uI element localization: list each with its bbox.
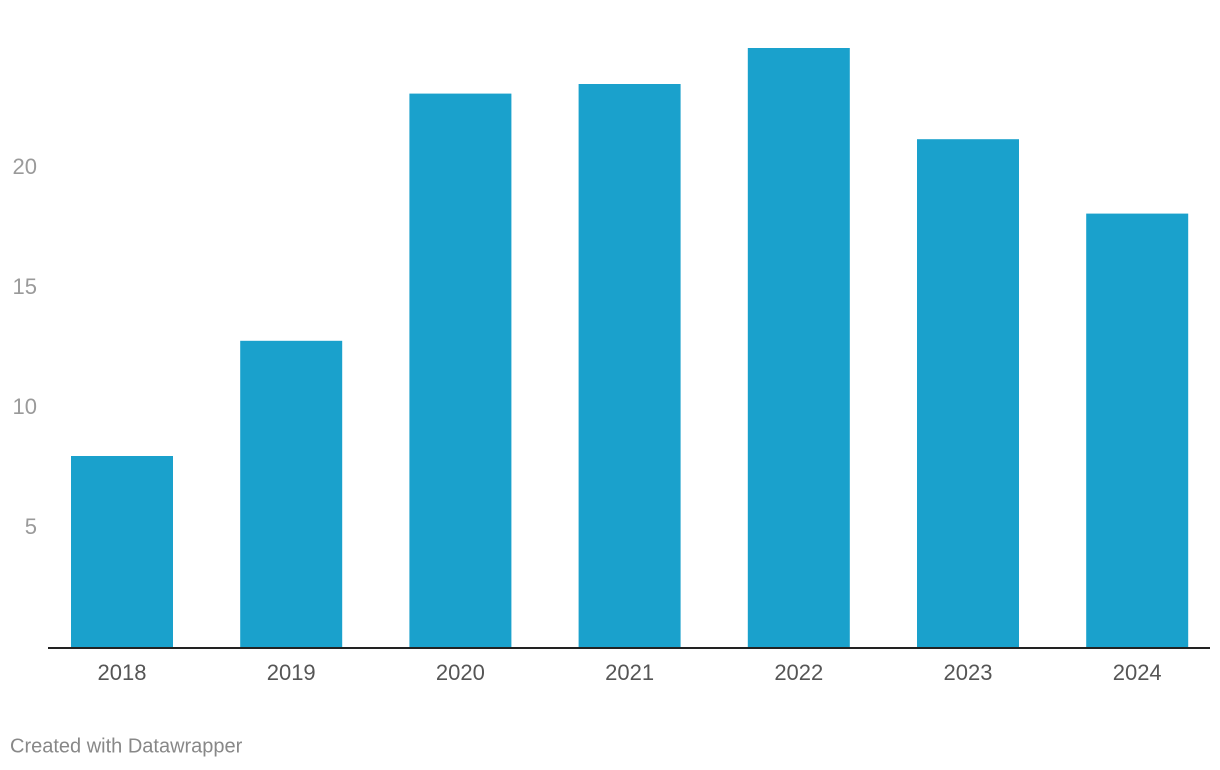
y-tick-label: 15 <box>13 274 37 299</box>
y-tick-label: 10 <box>13 394 37 419</box>
bar <box>578 84 681 648</box>
x-tick-label: 2021 <box>605 660 654 685</box>
x-tick-label: 2022 <box>774 660 823 685</box>
x-tick-label: 2018 <box>98 660 147 685</box>
x-tick-label: 2019 <box>267 660 316 685</box>
bar <box>917 139 1019 648</box>
x-tick-label: 2024 <box>1113 660 1162 685</box>
y-tick-label: 20 <box>13 154 37 179</box>
bar <box>747 48 850 648</box>
x-tick-label: 2020 <box>436 660 485 685</box>
bar <box>1086 213 1189 648</box>
y-tick-label: 5 <box>25 514 37 539</box>
credit: Created with Datawrapper <box>10 735 243 757</box>
bar <box>240 340 343 648</box>
x-tick-label: 2023 <box>944 660 993 685</box>
bar <box>71 456 173 648</box>
bar <box>409 93 512 649</box>
